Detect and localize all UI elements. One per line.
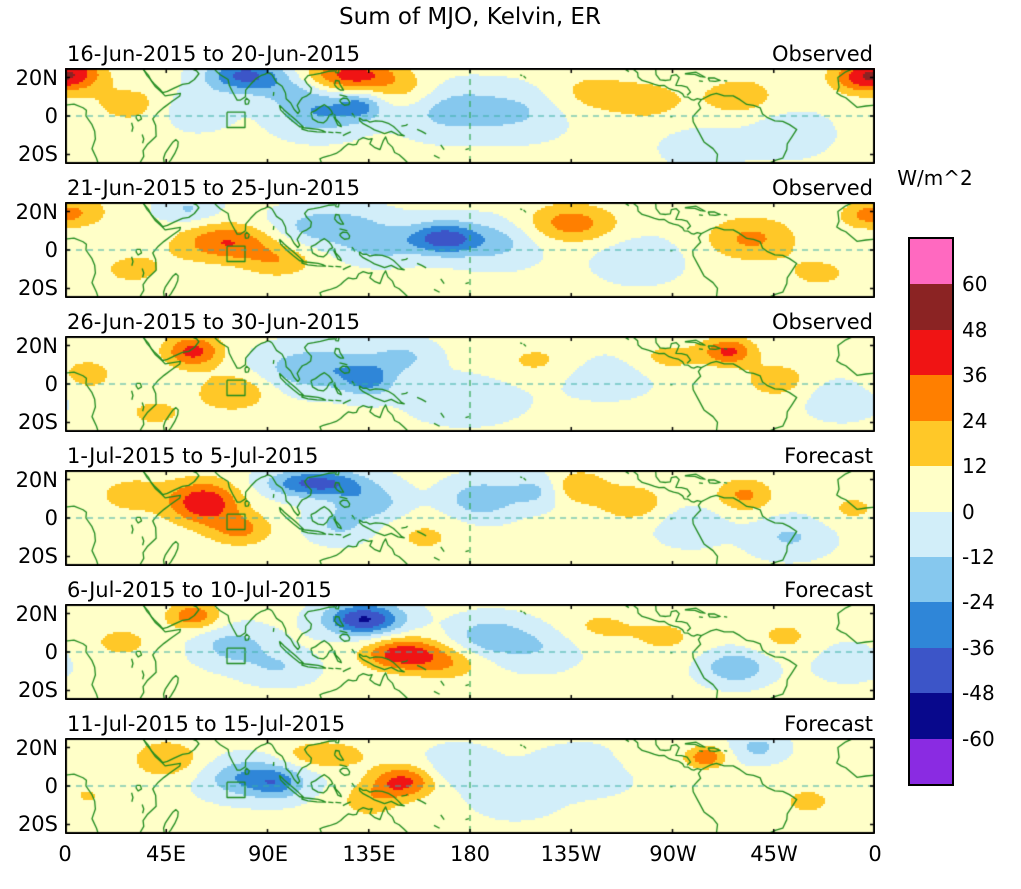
y-tick-label-eq: 0 <box>44 104 58 128</box>
panel-source-label: Forecast <box>784 712 873 736</box>
colorbar-cell <box>910 420 952 467</box>
map-panel-2: 21-Jun-2015 to 25-Jun-2015 Observed 20N … <box>0 176 1021 306</box>
map-canvas <box>65 336 875 432</box>
x-tick-label-90w: 90W <box>649 842 697 866</box>
panel-source-label: Observed <box>771 176 873 200</box>
panel-header: 21-Jun-2015 to 25-Jun-2015 Observed <box>67 176 873 200</box>
y-tick-label-20s: 20S <box>17 410 58 434</box>
y-tick-label-eq: 0 <box>44 238 58 262</box>
colorbar-cell <box>910 466 952 512</box>
panel-date-range: 16-Jun-2015 to 20-Jun-2015 <box>67 42 361 66</box>
map-panel-5: 6-Jul-2015 to 10-Jul-2015 Forecast 20N 0… <box>0 578 1021 708</box>
y-tick-label-20s: 20S <box>17 544 58 568</box>
y-tick-label-20s: 20S <box>17 276 58 300</box>
y-tick-label-eq: 0 <box>44 372 58 396</box>
panel-date-range: 11-Jul-2015 to 15-Jul-2015 <box>67 712 346 736</box>
colorbar-tick-label: -36 <box>962 635 995 660</box>
colorbar-tick-label: -24 <box>962 590 995 615</box>
panel-source-label: Observed <box>771 310 873 334</box>
colorbar <box>908 237 954 786</box>
panel-header: 1-Jul-2015 to 5-Jul-2015 Forecast <box>67 444 873 468</box>
y-tick-label-20s: 20S <box>17 678 58 702</box>
map-canvas <box>65 604 875 700</box>
x-tick-label-0: 0 <box>58 842 72 866</box>
panel-date-range: 1-Jul-2015 to 5-Jul-2015 <box>67 444 319 468</box>
y-tick-label-eq: 0 <box>44 506 58 530</box>
map-panel-4: 1-Jul-2015 to 5-Jul-2015 Forecast 20N 0 … <box>0 444 1021 574</box>
panel-source-label: Forecast <box>784 578 873 602</box>
y-tick-label-20n: 20N <box>15 468 58 492</box>
panel-header: 16-Jun-2015 to 20-Jun-2015 Observed <box>67 42 873 66</box>
x-tick-label-135e: 135E <box>342 842 396 866</box>
map-canvas <box>65 202 875 298</box>
colorbar-tick-label: 12 <box>962 454 988 479</box>
colorbar-cell <box>910 647 952 694</box>
panel-source-label: Forecast <box>784 444 873 468</box>
colorbar-cell <box>910 239 952 285</box>
colorbar-cell <box>910 693 952 739</box>
colorbar-cell <box>910 329 952 376</box>
colorbar-tick-label: -60 <box>962 726 995 751</box>
map-panel-3: 26-Jun-2015 to 30-Jun-2015 Observed 20N … <box>0 310 1021 440</box>
colorbar-cell <box>910 556 952 603</box>
colorbar-tick-label: 0 <box>962 499 975 524</box>
y-tick-label-20n: 20N <box>15 736 58 760</box>
y-tick-label-eq: 0 <box>44 640 58 664</box>
colorbar-tick-label: 24 <box>962 408 988 433</box>
map-canvas <box>65 470 875 566</box>
colorbar-tick-label: 36 <box>962 363 988 388</box>
x-tick-label-180: 180 <box>449 842 491 866</box>
y-tick-label-eq: 0 <box>44 774 58 798</box>
y-tick-label-20n: 20N <box>15 602 58 626</box>
colorbar-unit-label: W/m^2 <box>897 166 973 190</box>
colorbar-cell <box>910 738 952 785</box>
colorbar-cell <box>910 602 952 648</box>
figure-title: Sum of MJO, Kelvin, ER <box>339 4 601 30</box>
panel-source-label: Observed <box>771 42 873 66</box>
colorbar-tick-label: 60 <box>962 272 988 297</box>
map-panel-1: 16-Jun-2015 to 20-Jun-2015 Observed 20N … <box>0 42 1021 172</box>
x-tick-label-45w: 45W <box>750 842 798 866</box>
y-tick-label-20n: 20N <box>15 66 58 90</box>
y-tick-label-20n: 20N <box>15 334 58 358</box>
x-tick-label-135w: 135W <box>540 842 602 866</box>
panel-date-range: 26-Jun-2015 to 30-Jun-2015 <box>67 310 361 334</box>
map-panel-6: 11-Jul-2015 to 15-Jul-2015 Forecast 20N … <box>0 712 1021 842</box>
y-tick-label-20s: 20S <box>17 812 58 836</box>
panel-date-range: 6-Jul-2015 to 10-Jul-2015 <box>67 578 332 602</box>
colorbar-tick-label: -48 <box>962 681 995 706</box>
y-tick-label-20s: 20S <box>17 142 58 166</box>
x-tick-label-45e: 45E <box>146 842 186 866</box>
panel-header: 6-Jul-2015 to 10-Jul-2015 Forecast <box>67 578 873 602</box>
colorbar-cell <box>910 511 952 557</box>
colorbar-tick-label: -12 <box>962 544 995 569</box>
y-tick-label-20n: 20N <box>15 200 58 224</box>
colorbar-tick-label: 48 <box>962 317 988 342</box>
map-canvas <box>65 738 875 834</box>
x-tick-label-0b: 0 <box>868 842 882 866</box>
x-tick-label-90e: 90E <box>248 842 288 866</box>
panel-header: 26-Jun-2015 to 30-Jun-2015 Observed <box>67 310 873 334</box>
map-canvas <box>65 68 875 164</box>
colorbar-cell <box>910 375 952 421</box>
panel-date-range: 21-Jun-2015 to 25-Jun-2015 <box>67 176 361 200</box>
colorbar-cell <box>910 284 952 330</box>
panel-header: 11-Jul-2015 to 15-Jul-2015 Forecast <box>67 712 873 736</box>
